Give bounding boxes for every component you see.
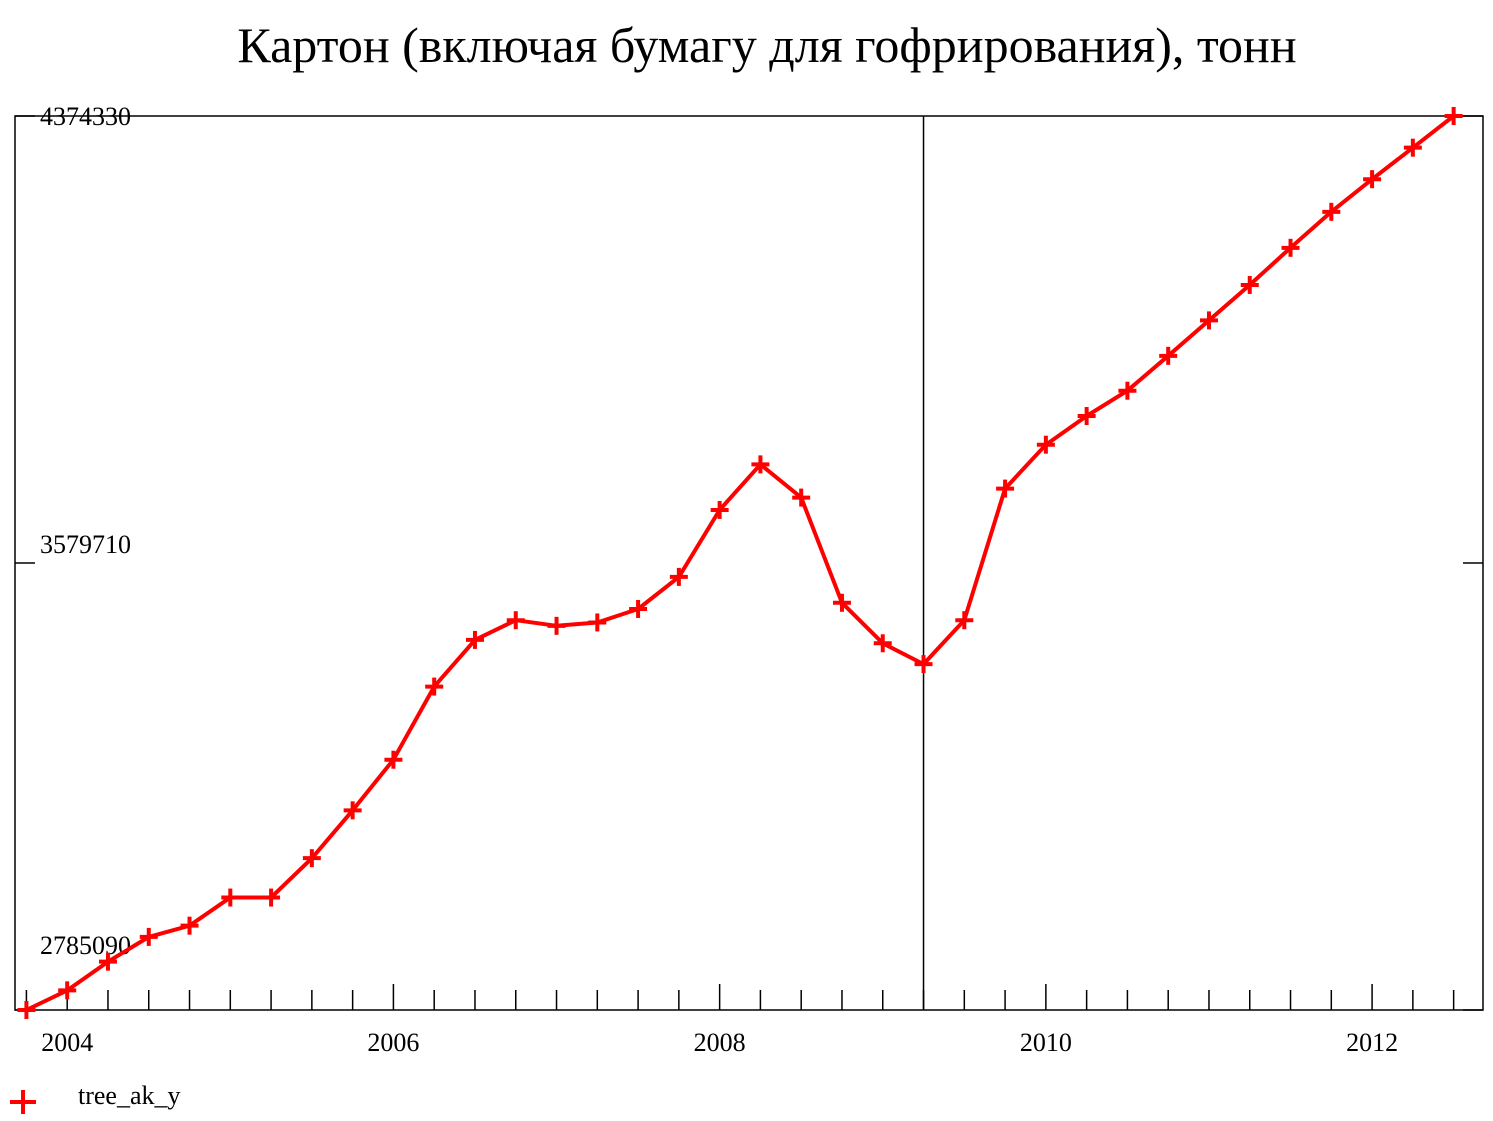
data-point xyxy=(873,634,892,653)
plot-frame xyxy=(14,115,1484,1011)
data-point xyxy=(302,849,321,868)
data-point xyxy=(792,488,811,507)
x-tick-label: 2010 xyxy=(1020,1028,1072,1057)
data-point xyxy=(955,611,974,630)
data-point xyxy=(1199,311,1218,330)
chart-title: Картон (включая бумагу для гофрирования)… xyxy=(237,17,1296,73)
data-point xyxy=(588,613,607,632)
data-point xyxy=(1036,435,1055,454)
data-point xyxy=(832,593,851,612)
data-point xyxy=(547,616,566,635)
data-point xyxy=(629,599,648,618)
data-point xyxy=(465,630,484,649)
data-point xyxy=(669,567,688,586)
data-point xyxy=(1118,381,1137,400)
data-point xyxy=(1363,170,1382,189)
data-point xyxy=(262,888,281,907)
data-point xyxy=(1444,107,1463,125)
y-tick-label: 3579710 xyxy=(40,530,131,559)
data-point xyxy=(1281,238,1300,257)
data-point xyxy=(1159,346,1178,365)
data-point xyxy=(343,801,362,820)
x-tick-label: 2006 xyxy=(367,1028,419,1057)
series-line xyxy=(25,114,1455,1012)
data-point xyxy=(1322,202,1341,221)
data-point xyxy=(710,500,729,519)
data-point xyxy=(180,916,199,935)
data-point xyxy=(1240,275,1259,294)
x-tick-label: 2004 xyxy=(41,1028,93,1057)
x-tick-label: 2012 xyxy=(1346,1028,1398,1057)
data-point xyxy=(506,611,525,630)
data-point xyxy=(1077,407,1096,426)
data-point xyxy=(996,479,1015,498)
data-point xyxy=(98,952,117,971)
data-point xyxy=(425,677,444,696)
data-point xyxy=(1403,138,1422,157)
legend-label: tree_ak_y xyxy=(78,1081,181,1110)
data-point xyxy=(384,750,403,769)
legend-entry: tree_ak_y xyxy=(10,1081,181,1114)
data-point xyxy=(914,655,933,674)
data-point xyxy=(221,888,240,907)
data-point xyxy=(139,927,158,946)
data-point xyxy=(58,981,77,1000)
x-tick-label: 2008 xyxy=(694,1028,746,1057)
data-point xyxy=(751,455,770,474)
data-point xyxy=(17,1001,36,1019)
y-tick-label: 4374330 xyxy=(40,102,131,131)
